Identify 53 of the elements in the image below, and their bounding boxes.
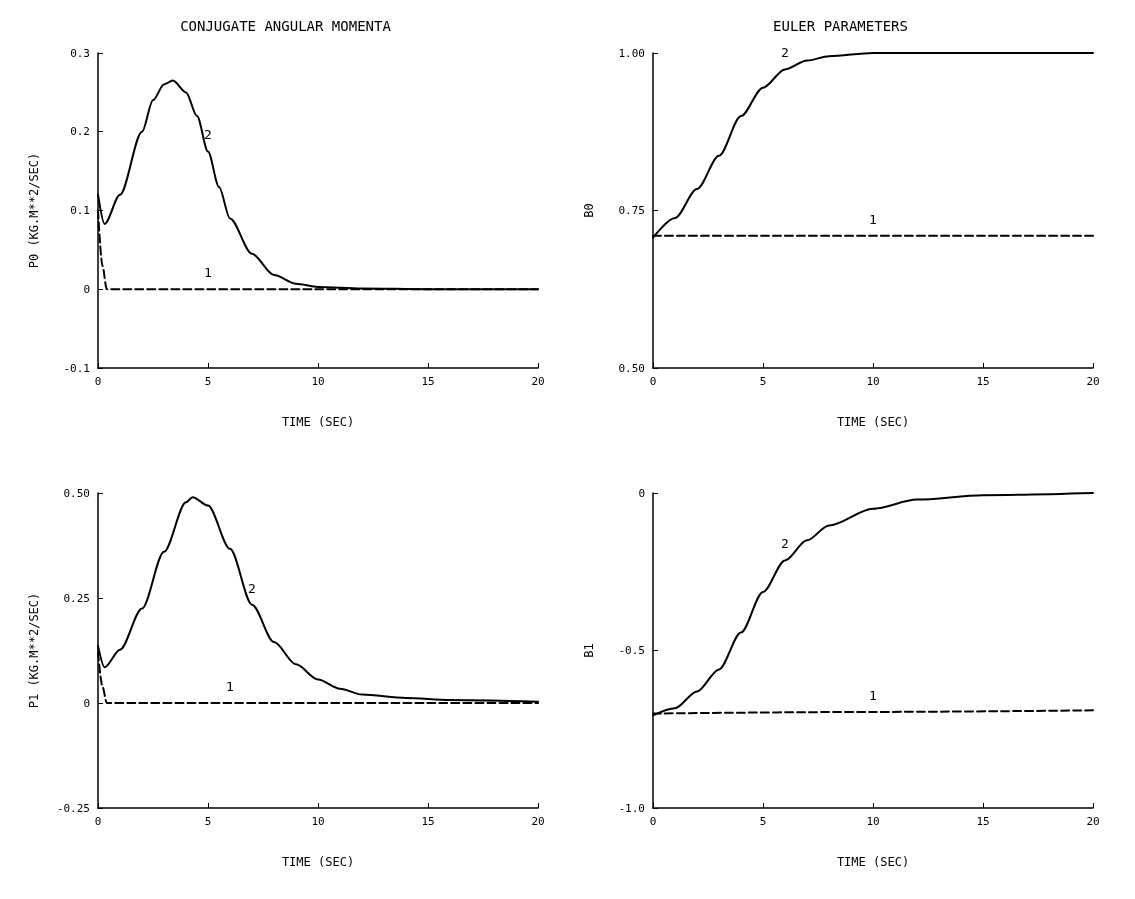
y-tick-label: -0.1: [63, 361, 90, 375]
x-tick-label: 10: [866, 375, 880, 388]
x-tick-label: 15: [421, 375, 435, 388]
x-tick-label: 20: [531, 375, 545, 388]
x-tick-label: 15: [976, 375, 990, 388]
y-axis-title: B0: [582, 203, 596, 218]
x-axis-title: TIME (SEC): [836, 415, 910, 429]
x-tick-label: 5: [759, 375, 767, 388]
y-tick-label: 0.75: [618, 204, 645, 217]
chart-title: EULER PARAMETERS: [773, 18, 908, 34]
x-tick-label: 5: [759, 815, 767, 828]
x-tick-label: 5: [204, 375, 212, 388]
x-tick-label: 10: [866, 815, 880, 828]
x-tick-label: 20: [531, 815, 545, 828]
y-tick-label: 0.2: [70, 125, 90, 139]
x-axis-title: TIME (SEC): [281, 415, 355, 429]
x-axis-title: TIME (SEC): [836, 855, 910, 869]
x-tick-label: 0: [649, 815, 657, 828]
series-label: 2: [781, 45, 789, 61]
y-tick-label: 0.3: [70, 46, 90, 60]
y-axis-title: P0 (KG.M**2/SEC): [27, 152, 41, 269]
x-tick-label: 10: [311, 815, 325, 828]
chart-title: CONJUGATE ANGULAR MOMENTA: [180, 18, 392, 34]
y-tick-label: 0.25: [63, 591, 90, 605]
y-tick-label: -1.0: [618, 801, 645, 815]
x-tick-label: 10: [311, 375, 325, 388]
x-tick-label: 20: [1086, 815, 1100, 828]
series-label: 2: [204, 127, 212, 143]
y-tick-label: 0.50: [618, 361, 645, 375]
series-label: 1: [204, 265, 212, 281]
y-tick-label: 1.00: [618, 46, 645, 60]
series-label: 2: [248, 580, 256, 596]
series-label: 1: [869, 687, 877, 703]
x-tick-label: 5: [204, 815, 212, 828]
y-axis-title: B1: [582, 643, 596, 658]
series-label: 1: [869, 211, 877, 227]
x-tick-label: 15: [421, 815, 435, 828]
y-tick-label: -0.5: [618, 644, 645, 657]
y-tick-label: 0.50: [63, 486, 90, 500]
y-tick-label: -0.25: [56, 801, 90, 815]
x-tick-label: 20: [1086, 375, 1100, 388]
y-tick-label: 0: [83, 282, 90, 296]
y-tick-label: 0: [83, 696, 90, 710]
series-label: 1: [226, 679, 234, 694]
series-label: 2: [781, 536, 789, 552]
x-tick-label: 0: [94, 375, 102, 388]
x-axis-title: TIME (SEC): [281, 855, 355, 869]
y-axis-title: P1 (KG.M**2/SEC): [27, 592, 41, 709]
y-tick-label: 0: [638, 486, 645, 500]
x-tick-label: 0: [649, 375, 657, 388]
x-tick-label: 0: [94, 815, 102, 828]
y-tick-label: 0.1: [70, 204, 90, 217]
x-tick-label: 15: [976, 815, 990, 828]
